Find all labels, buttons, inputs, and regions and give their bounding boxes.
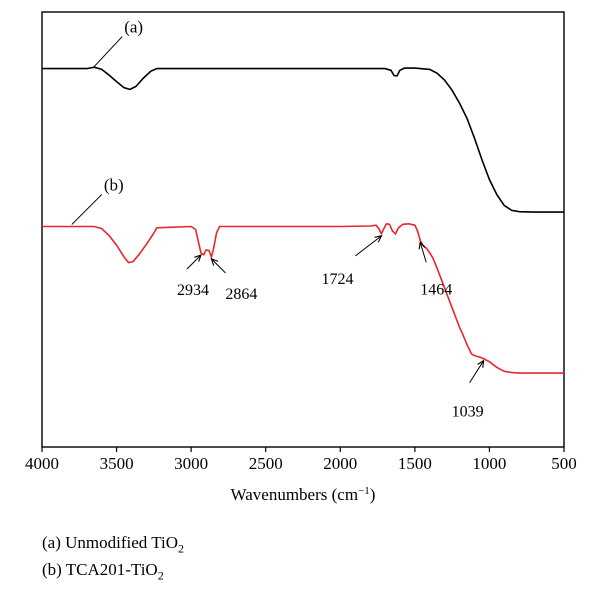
- annotation-arrow-1464: [419, 242, 427, 263]
- x-tick-label-2500: 2500: [249, 454, 283, 473]
- x-tick-label-3000: 3000: [174, 454, 208, 473]
- annotation-label-2864: 2864: [225, 286, 257, 303]
- series-label-leader-0: [93, 36, 123, 67]
- x-tick-label-3500: 3500: [100, 454, 134, 473]
- series-label-leader-1: [71, 194, 103, 225]
- annotation-arrow-1039: [469, 360, 485, 383]
- annotation-arrowhead-1039: [477, 359, 485, 368]
- series-line-0: [42, 66, 564, 213]
- x-tick-label-4000: 4000: [25, 454, 59, 473]
- annotation-label-1464: 1464: [420, 281, 452, 298]
- x-tick-label-1500: 1500: [398, 454, 432, 473]
- annotation-arrowhead-2864: [210, 258, 219, 266]
- series-label-0: (a): [124, 18, 143, 37]
- annotation-arrowhead-1724: [374, 235, 383, 243]
- legend-entry-b: (b) TCA201-TiO2: [42, 560, 164, 583]
- annotation-label-1724: 1724: [321, 271, 353, 288]
- annotation-arrowhead-1464: [418, 241, 426, 250]
- series-line-1: [42, 222, 564, 374]
- annotation-arrow-2934: [186, 254, 202, 270]
- x-axis-label: Wavenumbers (cm−1): [231, 485, 376, 504]
- annotation-label-2934: 2934: [177, 282, 209, 299]
- x-tick-label-1000: 1000: [472, 454, 506, 473]
- series-layer: (a) (b): [42, 18, 564, 374]
- series-label-1: (b): [104, 175, 124, 194]
- legend-entry-a: (a) Unmodified TiO2: [42, 533, 184, 556]
- annotation-arrowhead-2934: [194, 254, 202, 262]
- annotation-layer: 2934 2864 1724 1464 1039: [177, 235, 485, 421]
- x-tick-label-2000: 2000: [323, 454, 357, 473]
- annotation-arrow-1724: [355, 235, 382, 257]
- annotation-arrow-2864: [211, 258, 226, 274]
- annotation-label-1039: 1039: [452, 404, 484, 421]
- x-axis-ticks: 4000 3500 3000 2500 2000 1500 1000 500: [25, 447, 577, 473]
- x-tick-label-500: 500: [551, 454, 577, 473]
- plot-frame: [41, 11, 565, 448]
